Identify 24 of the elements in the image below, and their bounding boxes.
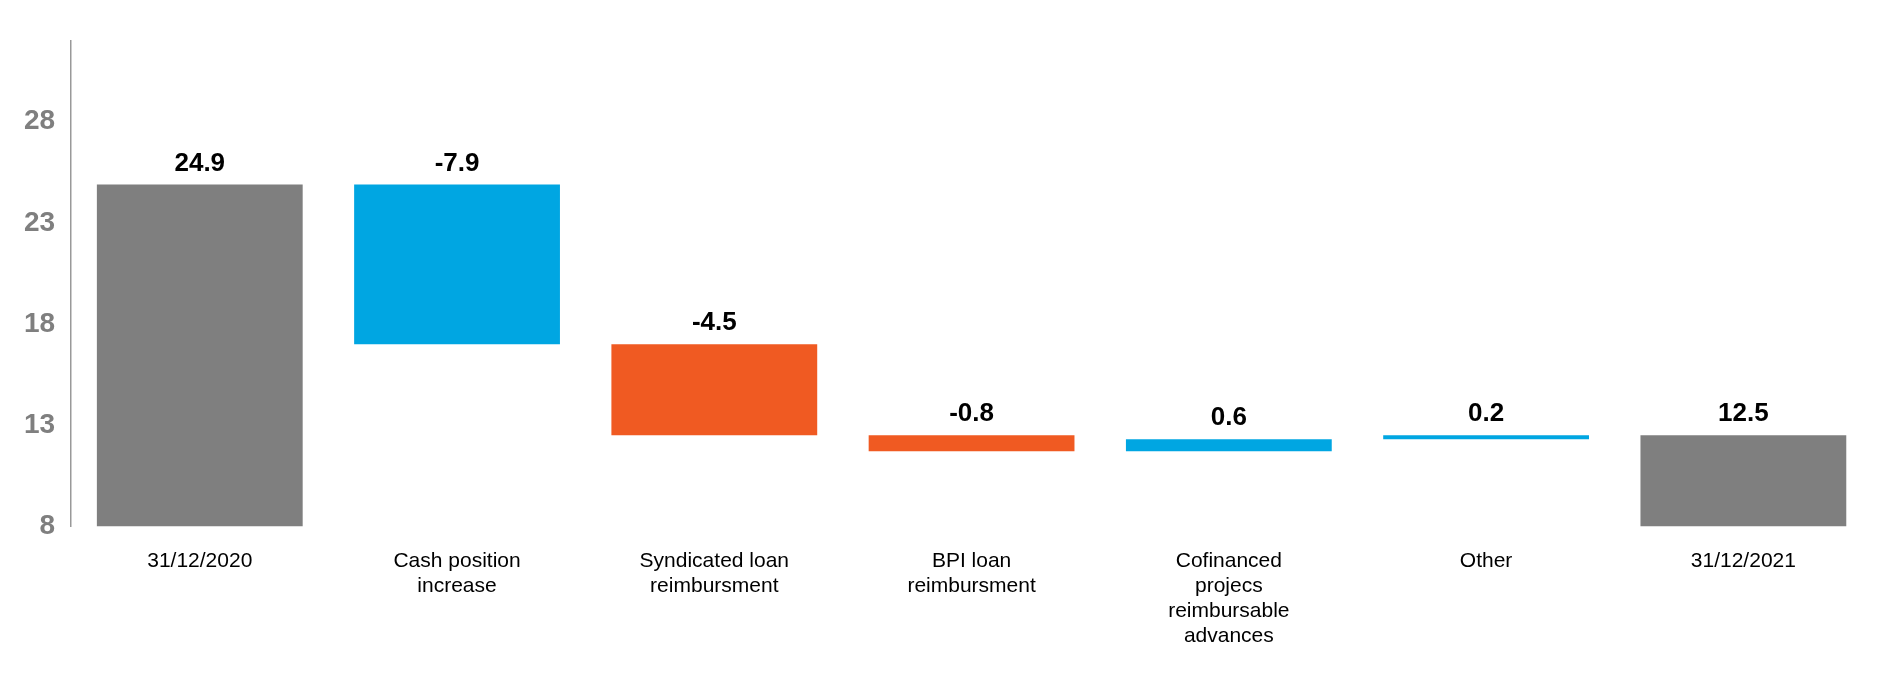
data-label: 24.9 (174, 146, 226, 177)
x-tick-label: BPI loan reimbursment (907, 547, 1036, 596)
data-label: 0.6 (1210, 401, 1247, 432)
y-tick-label: 8 (39, 508, 56, 540)
data-label: 0.2 (1468, 397, 1505, 428)
data-label: 12.5 (1718, 397, 1769, 428)
bar (354, 184, 560, 345)
y-tick-label: 28 (23, 104, 56, 136)
x-tick-label: 31/12/2021 (1690, 547, 1796, 571)
y-tick-label: 23 (23, 205, 56, 237)
bar (1125, 439, 1332, 452)
x-tick-label: Other (1459, 547, 1513, 571)
x-tick-label: 31/12/2020 (147, 547, 253, 571)
bar (611, 344, 818, 436)
y-tick-label: 13 (23, 407, 56, 439)
x-tick-label: Cash position increase (393, 547, 521, 596)
data-label: -7.9 (434, 146, 480, 177)
bar (868, 435, 1075, 452)
x-tick-label: Cofinanced projecs reimbursable advances (1168, 547, 1290, 647)
x-tick-label: Syndicated loan reimbursment (639, 547, 790, 596)
data-label: -4.5 (691, 306, 737, 337)
bar (1383, 435, 1590, 440)
data-label: -0.8 (949, 397, 994, 428)
y-tick-label: 18 (23, 306, 56, 338)
